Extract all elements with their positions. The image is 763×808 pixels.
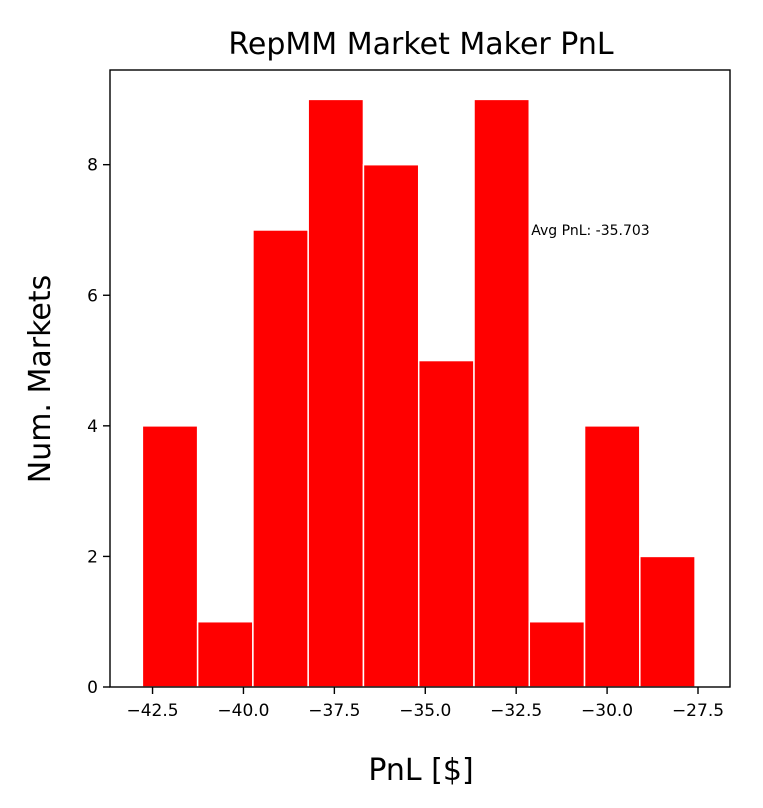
histogram-bar xyxy=(417,359,475,688)
bars-group xyxy=(141,98,696,688)
x-axis-label: PnL [$] xyxy=(368,753,473,788)
histogram-bar xyxy=(307,98,365,688)
y-tick-label: 4 xyxy=(87,417,98,437)
histogram-bar xyxy=(362,163,420,688)
x-tick-label: −42.5 xyxy=(126,701,178,721)
x-tick-label: −37.5 xyxy=(308,701,360,721)
y-axis-ticks: 0 2 4 6 8 xyxy=(87,156,110,698)
annotation-avg-pnl: Avg PnL: -35.703 xyxy=(531,223,649,239)
y-tick-label: 8 xyxy=(87,156,98,176)
histogram-bar xyxy=(639,555,696,688)
x-tick-label: −35.0 xyxy=(399,701,451,721)
histogram-bar xyxy=(473,98,531,688)
histogram-bar xyxy=(252,229,309,688)
histogram-bar xyxy=(528,620,586,688)
plot-frame xyxy=(109,69,731,688)
y-axis-label: Num. Markets xyxy=(23,275,58,484)
histogram-bar xyxy=(196,620,254,688)
x-tick-label: −40.0 xyxy=(217,701,269,721)
x-tick-label: −27.5 xyxy=(672,701,724,721)
y-tick-label: 0 xyxy=(87,678,98,698)
x-tick-label: −30.0 xyxy=(581,701,633,721)
histogram-bar xyxy=(141,425,199,688)
x-axis-ticks: −42.5 −40.0 −37.5 −35.0 −32.5 −30.0 −27.5 xyxy=(126,687,724,721)
histogram-bar xyxy=(583,425,641,688)
chart-title: RepMM Market Maker PnL xyxy=(228,27,613,62)
y-tick-label: 6 xyxy=(87,286,98,306)
x-tick-label: −32.5 xyxy=(490,701,542,721)
y-tick-label: 2 xyxy=(87,547,98,567)
